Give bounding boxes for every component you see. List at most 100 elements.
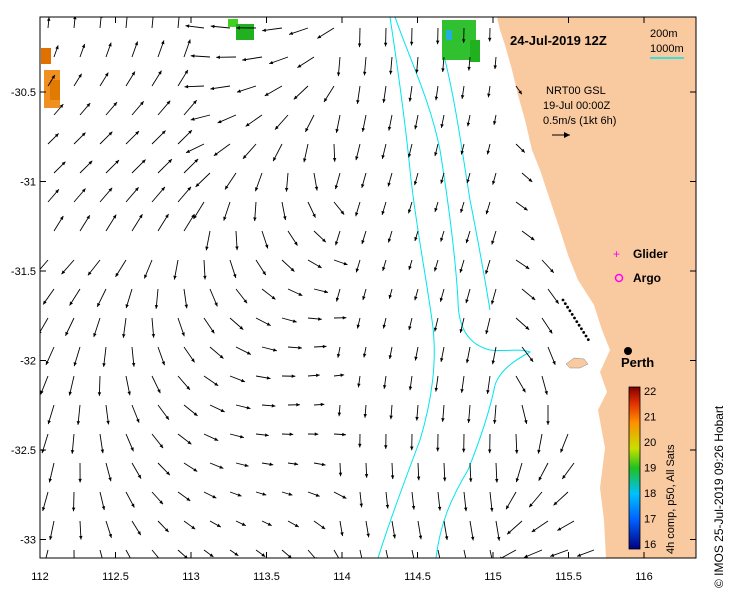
current-arrow-head (135, 131, 140, 135)
current-arrow-head (530, 236, 535, 241)
current-arrow-head (136, 418, 140, 423)
colorbar-tick-label: 19 (644, 463, 656, 475)
current-arrow-head (364, 474, 369, 478)
current-arrow-head (86, 103, 91, 107)
current-arrow-head (467, 419, 471, 423)
current-arrow-head (166, 471, 170, 476)
lon-tick-label: 114 (333, 571, 351, 583)
current-arrow-head (485, 330, 489, 335)
current-arrow-head (223, 216, 227, 221)
glider-position (573, 316, 576, 320)
current-arrow-head (389, 415, 393, 420)
current-arrow-head (340, 532, 344, 537)
current-arrow-head (415, 416, 419, 421)
current-arrow-head (408, 386, 413, 391)
current-arrow-head (86, 215, 90, 220)
argo-legend-label: Argo (633, 271, 661, 285)
colorbar (628, 386, 641, 550)
current-arrow-head (241, 522, 246, 526)
current-arrow-head (42, 564, 45, 568)
current-arrow-head (262, 271, 266, 276)
lat-tick-label: -33 (20, 535, 36, 547)
current-arrow-head (47, 420, 51, 425)
current-arrow-head (487, 93, 491, 98)
current-arrow-head (383, 42, 388, 47)
current-arrow-head (337, 412, 342, 417)
current-arrow-head (261, 553, 266, 557)
current-arrow-head (444, 536, 449, 541)
current-arrow-head (323, 98, 328, 103)
current-arrow-head (334, 185, 339, 190)
current-arrow-head (440, 237, 444, 242)
current-arrow-head (390, 475, 395, 480)
current-arrow-head (433, 267, 438, 272)
current-arrow-head (234, 552, 239, 556)
lon-tick-label: 113.5 (253, 571, 280, 583)
current-arrow-head (381, 210, 385, 215)
current-arrow-head (161, 361, 165, 366)
current-arrow-head (51, 74, 55, 79)
current-arrow (333, 549, 340, 558)
current-arrow-head (493, 120, 497, 125)
current-arrow-head (529, 357, 534, 362)
glider-position (582, 331, 586, 334)
current-arrow-head (269, 60, 274, 65)
current-arrow-head (408, 326, 412, 331)
current-arrow-head (467, 66, 471, 71)
depth-key-1000m: 1000m (650, 43, 684, 55)
current-arrow-head (275, 125, 279, 130)
lon-tick-label: 116 (635, 571, 653, 583)
current-arrow-head (410, 446, 414, 451)
contour-shelf-edge (444, 59, 491, 311)
current-arrow-head (409, 41, 414, 46)
current-arrow-head (491, 360, 496, 365)
current-arrow-head (356, 100, 360, 104)
current-arrow-head (186, 149, 191, 153)
current-arrow-head (465, 239, 469, 244)
colorbar-ticks: 22 21 20 19 18 17 16 (644, 386, 656, 551)
lat-tick-label: -32.5 (11, 445, 36, 457)
current-arrow-head (294, 523, 299, 527)
current-arrow-head (366, 533, 370, 538)
credit-text: © IMOS 25-Jul-2019 09:26 Hobart (712, 405, 726, 588)
current-arrow-head (538, 476, 542, 481)
current-arrow-head (459, 328, 463, 333)
current-arrow-head (237, 493, 242, 497)
current-arrow-head (361, 127, 366, 132)
current-arrow (99, 17, 102, 29)
current-arrow-head (415, 69, 419, 74)
current-arrow-head (577, 553, 582, 557)
current-arrow-head (262, 28, 267, 32)
colorbar-tick-label: 16 (644, 539, 656, 551)
current-arrow-head (557, 527, 562, 531)
current-arrow-head (496, 536, 501, 541)
current-arrow-head (434, 96, 439, 101)
current-arrow-head (381, 154, 385, 159)
current-arrow-head (560, 448, 564, 453)
current-arrow-head (219, 354, 224, 359)
current-arrow-head (531, 296, 536, 300)
current-arrow-head (531, 528, 536, 533)
current-arrow-head (290, 267, 295, 272)
current-arrow-head (210, 24, 215, 29)
current-arrow (45, 549, 49, 558)
current-arrow-head (525, 265, 530, 269)
current-arrow-head (159, 500, 164, 505)
colorbar-tick-label: 18 (644, 488, 656, 500)
current-arrow (151, 17, 154, 29)
current-arrow-head (216, 55, 220, 60)
perth-marker (624, 347, 632, 355)
current-arrow-head (184, 84, 189, 89)
current-arrow-head (525, 326, 530, 330)
current-arrow-head (518, 90, 522, 95)
current-arrow-head (408, 265, 412, 270)
current-arrow-head (186, 497, 191, 501)
current-arrow-head (210, 86, 215, 91)
current-arrow-head (271, 295, 276, 300)
current-arrow-head (166, 100, 171, 105)
current-arrow-head (384, 445, 388, 449)
current-arrow-head (255, 187, 259, 192)
current-arrow-head (466, 179, 470, 184)
perth-label: Perth (621, 355, 654, 370)
current-arrow-head (192, 100, 197, 105)
